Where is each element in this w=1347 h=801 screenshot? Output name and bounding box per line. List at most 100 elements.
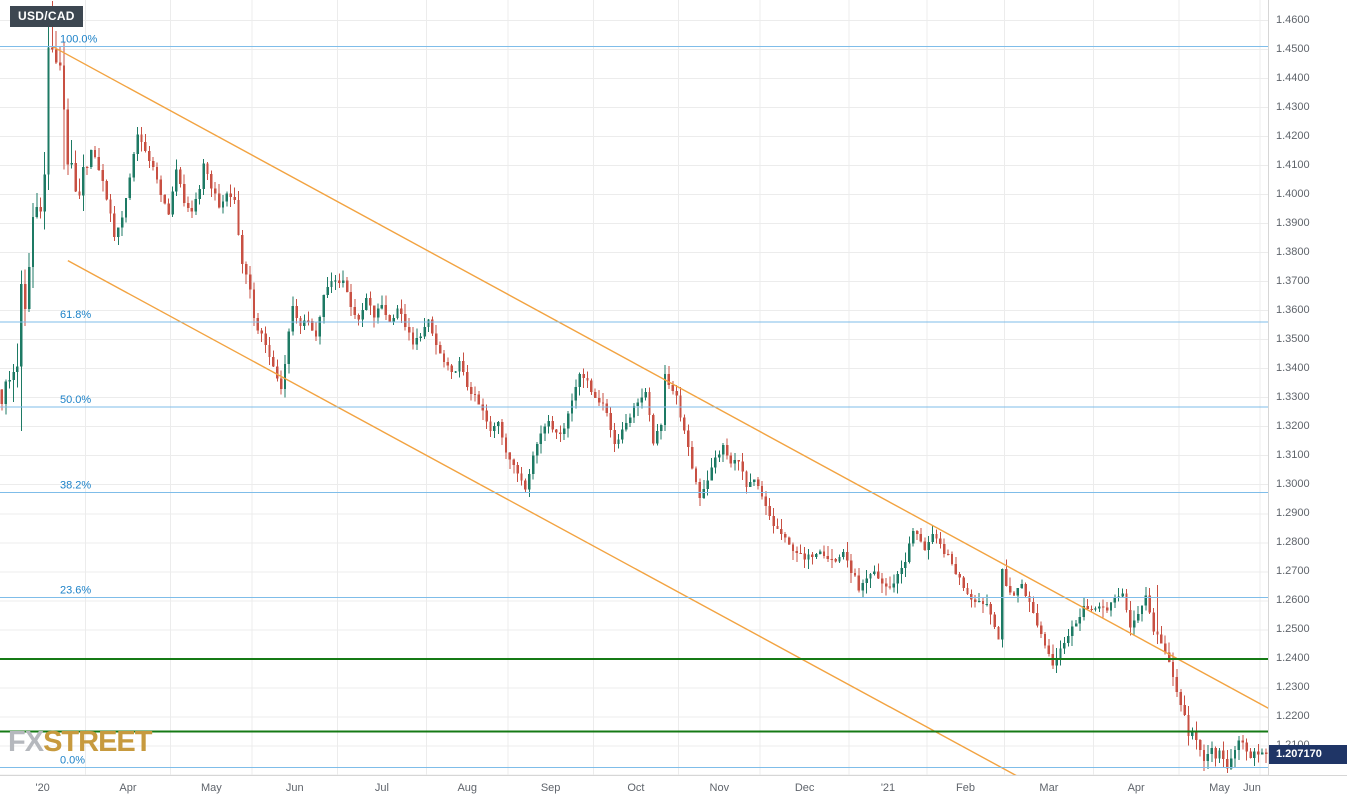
descending-channel-upper[interactable] bbox=[52, 45, 1268, 709]
candlestick bbox=[369, 291, 372, 315]
candlestick bbox=[43, 151, 46, 230]
candlestick bbox=[896, 571, 899, 594]
candlestick bbox=[400, 299, 403, 324]
candlestick bbox=[555, 428, 558, 439]
price-axis-label: 1.3400 bbox=[1276, 362, 1310, 375]
candlestick bbox=[652, 413, 655, 446]
time-axis-label: Jul bbox=[374, 782, 389, 794]
candlestick bbox=[1001, 568, 1004, 648]
candlestick bbox=[753, 479, 756, 487]
price-axis[interactable]: 1.207170 1.4600 1.4500 1.4400 1.4300 1.4200 1… bbox=[1268, 0, 1347, 775]
time-axis-label: '20 bbox=[35, 782, 50, 794]
candlestick bbox=[1237, 736, 1241, 760]
candlestick bbox=[97, 147, 101, 172]
candlestick bbox=[462, 352, 465, 376]
candlestick bbox=[690, 441, 694, 470]
candlestick bbox=[330, 272, 333, 294]
candlestick bbox=[962, 575, 965, 592]
candlestick bbox=[1198, 738, 1202, 757]
candlestick bbox=[1024, 582, 1027, 598]
candlestick bbox=[93, 145, 97, 159]
chart-plot-area[interactable]: 100.0% 61.8% 50.0% 38.2% 23.6% 0.0% bbox=[0, 0, 1268, 775]
candlestick bbox=[1094, 606, 1097, 612]
candlestick bbox=[1183, 695, 1186, 717]
fibonacci-retracement: 100.0% 61.8% 50.0% 38.2% 23.6% 0.0% bbox=[0, 33, 1268, 769]
candlestick bbox=[1156, 585, 1159, 644]
candlestick bbox=[148, 146, 151, 169]
descending-channel-lower[interactable] bbox=[67, 260, 1018, 775]
candlestick bbox=[908, 536, 911, 564]
candlestick bbox=[694, 466, 698, 485]
candlestick bbox=[120, 210, 124, 236]
candlestick bbox=[1067, 628, 1070, 647]
candlestick bbox=[233, 187, 236, 204]
candlestick bbox=[229, 184, 232, 207]
price-axis-label: 1.2400 bbox=[1276, 652, 1310, 665]
candlestick bbox=[1105, 602, 1109, 614]
candlestick bbox=[167, 198, 170, 216]
candlestick bbox=[349, 284, 353, 317]
price-axis-label: 1.2300 bbox=[1276, 681, 1310, 694]
candlestick bbox=[182, 174, 186, 207]
time-axis-label: Oct bbox=[627, 782, 645, 794]
candlestick bbox=[1047, 638, 1051, 657]
candlestick bbox=[163, 194, 167, 205]
price-axis-label: 1.2800 bbox=[1276, 536, 1310, 549]
candlestick bbox=[1136, 606, 1140, 623]
candlestick bbox=[353, 298, 357, 320]
candlestick bbox=[551, 416, 554, 433]
candlestick bbox=[1012, 590, 1016, 596]
candlestick bbox=[566, 411, 570, 438]
candlestick bbox=[531, 451, 535, 480]
time-axis-label: Dec bbox=[794, 782, 815, 794]
candlestick bbox=[221, 194, 225, 214]
candlestick bbox=[1090, 605, 1093, 612]
candlestick bbox=[489, 415, 492, 438]
candlestick bbox=[1202, 744, 1206, 772]
candlestick bbox=[481, 398, 484, 420]
candlestick bbox=[780, 518, 783, 540]
candlestick bbox=[547, 415, 550, 434]
candlestick bbox=[772, 507, 775, 534]
candlestick bbox=[989, 602, 992, 625]
time-axis-label: Jun bbox=[1243, 782, 1261, 794]
price-axis-label: 1.3500 bbox=[1276, 333, 1310, 346]
candlestick bbox=[431, 316, 434, 336]
candlestick bbox=[795, 546, 799, 562]
candlestick bbox=[756, 477, 760, 490]
candlestick bbox=[594, 388, 597, 399]
candlestick bbox=[702, 480, 706, 499]
time-axis-label: Jun bbox=[285, 782, 304, 794]
candlestick bbox=[190, 200, 194, 218]
price-axis-label: 1.3700 bbox=[1276, 275, 1310, 288]
candlestick bbox=[687, 424, 690, 457]
time-axis-label: Nov bbox=[709, 782, 730, 794]
candlestick bbox=[985, 594, 989, 607]
time-axis-label: Sep bbox=[540, 782, 561, 794]
candlestick bbox=[31, 202, 35, 288]
candlestick bbox=[82, 154, 85, 211]
time-axis-label: Aug bbox=[457, 782, 478, 794]
candlestick bbox=[365, 293, 368, 311]
candlestick bbox=[718, 450, 721, 463]
time-axis[interactable]: '20 Apr May Jun Jul Aug Sep Oct Nov Dec '21 Feb Mar A… bbox=[0, 775, 1347, 801]
candlestick bbox=[237, 191, 240, 236]
current-price-badge: 1.207170 bbox=[1269, 745, 1347, 765]
candlestick bbox=[35, 192, 39, 219]
candlestick bbox=[427, 319, 430, 332]
candlestick bbox=[574, 379, 578, 409]
candlestick bbox=[559, 425, 562, 442]
candlestick bbox=[904, 552, 907, 577]
candlestick bbox=[458, 357, 461, 378]
candlestick bbox=[39, 197, 42, 219]
candlestick-chart[interactable]: 100.0% 61.8% 50.0% 38.2% 23.6% 0.0% bbox=[0, 0, 1268, 775]
price-axis-label: 1.2700 bbox=[1276, 565, 1310, 578]
price-axis-label: 1.2600 bbox=[1276, 594, 1310, 607]
candlestick bbox=[1241, 734, 1244, 750]
candlestick bbox=[372, 305, 376, 328]
candlestick bbox=[310, 318, 314, 331]
candlestick bbox=[931, 525, 934, 544]
candlestick bbox=[132, 152, 135, 182]
candlestick bbox=[1257, 743, 1260, 763]
candlestick bbox=[1160, 626, 1163, 644]
